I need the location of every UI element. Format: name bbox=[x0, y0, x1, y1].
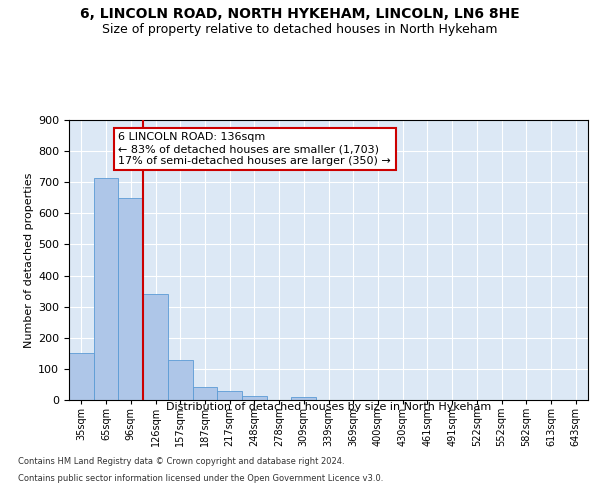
Bar bbox=[193, 387, 217, 400]
Bar bbox=[118, 198, 143, 400]
Text: Distribution of detached houses by size in North Hykeham: Distribution of detached houses by size … bbox=[166, 402, 491, 412]
Bar bbox=[69, 354, 94, 400]
Bar bbox=[94, 178, 118, 400]
Bar bbox=[292, 397, 316, 400]
Bar bbox=[242, 396, 267, 400]
Text: 6 LINCOLN ROAD: 136sqm
← 83% of detached houses are smaller (1,703)
17% of semi-: 6 LINCOLN ROAD: 136sqm ← 83% of detached… bbox=[118, 132, 391, 166]
Bar bbox=[143, 294, 168, 400]
Text: 6, LINCOLN ROAD, NORTH HYKEHAM, LINCOLN, LN6 8HE: 6, LINCOLN ROAD, NORTH HYKEHAM, LINCOLN,… bbox=[80, 8, 520, 22]
Bar bbox=[168, 360, 193, 400]
Text: Size of property relative to detached houses in North Hykeham: Size of property relative to detached ho… bbox=[102, 22, 498, 36]
Text: Contains public sector information licensed under the Open Government Licence v3: Contains public sector information licen… bbox=[18, 474, 383, 483]
Text: Contains HM Land Registry data © Crown copyright and database right 2024.: Contains HM Land Registry data © Crown c… bbox=[18, 458, 344, 466]
Y-axis label: Number of detached properties: Number of detached properties bbox=[24, 172, 34, 348]
Bar bbox=[217, 390, 242, 400]
